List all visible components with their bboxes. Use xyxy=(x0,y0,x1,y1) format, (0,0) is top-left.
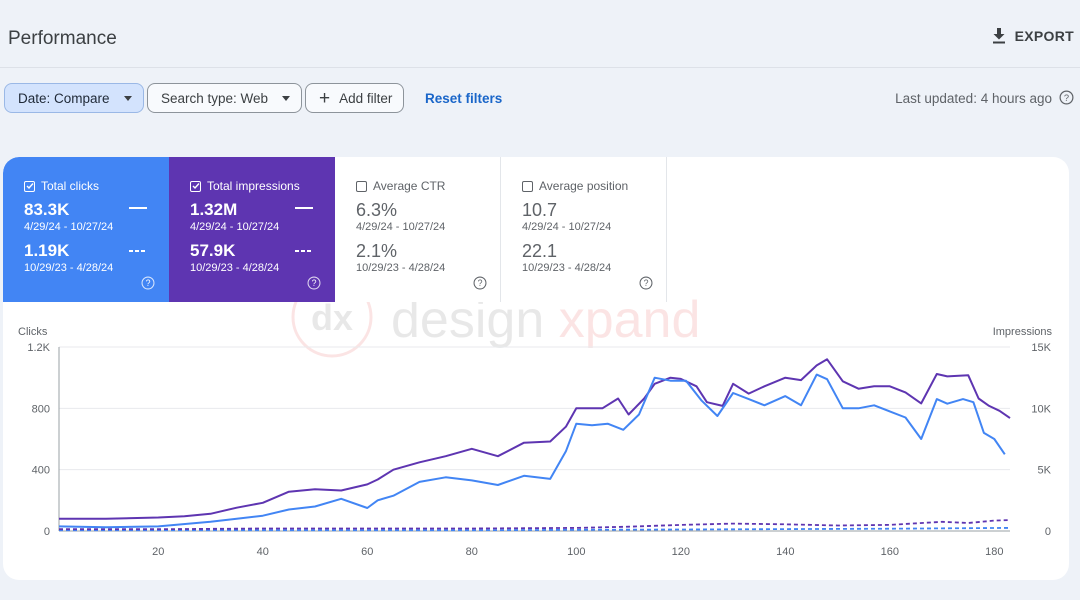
metric-tile-total-clicks[interactable]: Total clicks 83.3K 4/29/24 - 10/27/24 1.… xyxy=(3,157,169,302)
x-tick-label: 180 xyxy=(985,546,1003,558)
chart-series xyxy=(58,358,1011,532)
y-left-axis-title: Clicks xyxy=(18,326,48,338)
help-icon[interactable]: ? xyxy=(473,276,487,290)
help-icon[interactable]: ? xyxy=(1059,90,1074,105)
x-tick-label: 100 xyxy=(567,546,585,558)
metric-value-current: 1.32M xyxy=(190,200,238,219)
caret-down-icon xyxy=(282,95,291,101)
svg-text:?: ? xyxy=(478,278,483,288)
series-line-impressions-previous xyxy=(59,519,1011,531)
metric-label: Total impressions xyxy=(207,179,300,193)
checkbox-checked-icon[interactable] xyxy=(190,180,201,192)
search-type-dropdown[interactable]: Search type: Web xyxy=(147,83,303,113)
x-tick-label: 140 xyxy=(776,546,794,558)
series-line-clicks-current xyxy=(58,373,1006,529)
last-updated-text: Last updated: 4 hours ago xyxy=(895,91,1052,106)
export-label: EXPORT xyxy=(1014,28,1074,44)
x-tick-label: 120 xyxy=(672,546,690,558)
metric-tile-average-ctr[interactable]: Average CTR 6.3% 4/29/24 - 10/27/24 2.1%… xyxy=(335,157,501,302)
x-tick-label: 20 xyxy=(152,546,164,558)
filter-bar: Date: Compare Search type: Web + Add fil… xyxy=(0,82,1080,114)
series-line-impressions-current xyxy=(59,358,1011,520)
help-icon[interactable]: ? xyxy=(639,276,653,290)
metric-label: Average CTR xyxy=(373,179,446,193)
checkbox-unchecked-icon[interactable] xyxy=(356,180,367,192)
svg-text:dx: dx xyxy=(311,297,353,338)
date-compare-dropdown[interactable]: Date: Compare xyxy=(4,83,144,113)
metric-range-current: 4/29/24 - 10/27/24 xyxy=(522,221,612,233)
x-tick-label: 60 xyxy=(361,546,373,558)
checkbox-unchecked-icon[interactable] xyxy=(522,180,533,192)
metric-range-previous: 10/29/23 - 4/28/24 xyxy=(24,262,114,274)
legend-dashed-line xyxy=(295,250,313,252)
svg-text:?: ? xyxy=(312,278,317,288)
caret-down-icon xyxy=(123,95,132,101)
metric-value-previous: 57.9K xyxy=(190,241,236,260)
performance-card: dx design xpand 0 0 400 5K 800 10K 1.2K 15K 20 40… xyxy=(3,157,1069,580)
search-type-label: Search type: Web xyxy=(161,90,269,106)
x-tick-label: 160 xyxy=(881,546,899,558)
metric-range-current: 4/29/24 - 10/27/24 xyxy=(356,221,446,233)
metric-label: Average position xyxy=(539,179,629,193)
svg-text:?: ? xyxy=(146,278,151,288)
y-left-tick-label: 800 xyxy=(32,403,50,415)
download-icon xyxy=(992,28,1005,44)
help-icon[interactable]: ? xyxy=(307,276,321,290)
chart-grid xyxy=(58,346,1010,532)
help-icon[interactable]: ? xyxy=(141,276,155,290)
svg-text:?: ? xyxy=(1064,93,1069,103)
y-right-tick-label: 0 xyxy=(1045,526,1051,538)
page-title: Performance xyxy=(8,28,117,49)
metric-tile-average-position[interactable]: Average position 10.7 4/29/24 - 10/27/24… xyxy=(501,157,667,302)
y-left-tick-label: 1.2K xyxy=(27,342,50,354)
y-right-axis-title: Impressions xyxy=(993,326,1053,338)
metric-range-current: 4/29/24 - 10/27/24 xyxy=(190,221,280,233)
add-filter-label: Add filter xyxy=(339,90,393,106)
svg-text:?: ? xyxy=(644,278,649,288)
export-button[interactable]: EXPORT xyxy=(992,28,1074,44)
legend-solid-line xyxy=(129,207,147,209)
y-left-tick-label: 0 xyxy=(44,526,50,538)
legend-dashed-line xyxy=(129,250,147,252)
metric-value-current: 10.7 xyxy=(522,200,558,220)
chart-axes: 0 0 400 5K 800 10K 1.2K 15K 20 40 60 80 100 120 140 160… xyxy=(18,326,1053,558)
y-left-tick-label: 400 xyxy=(32,465,50,477)
metric-value-current: 6.3% xyxy=(356,200,398,220)
x-tick-label: 80 xyxy=(466,546,478,558)
reset-filters-link[interactable]: Reset filters xyxy=(425,91,503,106)
metric-value-previous: 22.1 xyxy=(522,241,558,261)
date-compare-label: Date: Compare xyxy=(18,90,110,106)
checkbox-checked-icon[interactable] xyxy=(24,180,35,192)
y-right-tick-label: 10K xyxy=(1031,403,1051,415)
series-line-clicks-previous xyxy=(59,527,1011,532)
metric-range-previous: 10/29/23 - 4/28/24 xyxy=(522,262,612,274)
plus-icon: + xyxy=(319,87,331,109)
x-tick-label: 40 xyxy=(257,546,269,558)
metric-range-previous: 10/29/23 - 4/28/24 xyxy=(190,262,280,274)
page-header: Performance EXPORT xyxy=(0,0,1080,68)
y-right-tick-label: 15K xyxy=(1031,342,1051,354)
metric-tile-total-impressions[interactable]: Total impressions 1.32M 4/29/24 - 10/27/… xyxy=(169,157,335,302)
metric-value-current: 83.3K xyxy=(24,200,70,219)
add-filter-button[interactable]: + Add filter xyxy=(305,83,405,113)
metric-range-previous: 10/29/23 - 4/28/24 xyxy=(356,262,446,274)
y-right-tick-label: 5K xyxy=(1038,465,1052,477)
legend-solid-line xyxy=(295,207,313,209)
metric-value-previous: 1.19K xyxy=(24,241,70,260)
metric-label: Total clicks xyxy=(41,179,100,193)
metric-value-previous: 2.1% xyxy=(356,241,398,261)
metric-range-current: 4/29/24 - 10/27/24 xyxy=(24,221,114,233)
